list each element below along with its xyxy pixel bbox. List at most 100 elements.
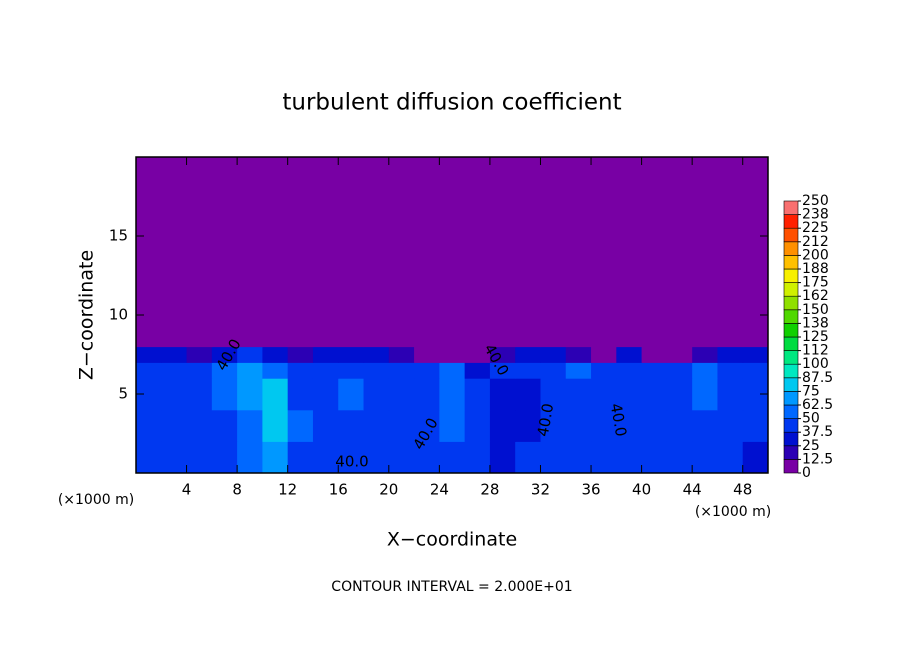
heatmap-cell bbox=[388, 362, 415, 379]
heatmap-cell bbox=[641, 157, 668, 348]
y-unit-label: (×1000 m) bbox=[58, 492, 134, 508]
heatmap-cell bbox=[565, 409, 592, 442]
heatmap-cell bbox=[237, 346, 263, 363]
heatmap-cell bbox=[641, 346, 668, 363]
heatmap-cell bbox=[414, 409, 440, 442]
heatmap-cell bbox=[262, 157, 289, 348]
heatmap-cell bbox=[540, 346, 567, 363]
x-tick-label: 28 bbox=[480, 481, 499, 499]
heatmap-cell bbox=[186, 346, 213, 363]
x-tick-label: 4 bbox=[182, 481, 192, 499]
heatmap-cell bbox=[540, 441, 567, 474]
heatmap-cell bbox=[515, 378, 541, 411]
heatmap-cell bbox=[641, 441, 668, 474]
heatmap-cell bbox=[692, 157, 718, 348]
heatmap-cell bbox=[287, 362, 314, 379]
heatmap-cell bbox=[717, 157, 744, 348]
heatmap-cell bbox=[211, 157, 238, 348]
heatmap-cell bbox=[641, 409, 668, 442]
colorbar-label: 188 bbox=[802, 261, 829, 277]
colorbar-swatch bbox=[783, 459, 799, 474]
heatmap-cell bbox=[414, 441, 440, 474]
contour-label: 40.0 bbox=[534, 402, 558, 438]
heatmap-cell bbox=[338, 378, 365, 411]
heatmap-cell bbox=[565, 157, 592, 348]
heatmap-cell bbox=[414, 346, 440, 363]
colorbar-label: 150 bbox=[802, 302, 829, 318]
heatmap-cell bbox=[161, 409, 188, 442]
heatmap-cell bbox=[262, 409, 289, 442]
colorbar-swatch bbox=[783, 255, 799, 270]
heatmap-cell bbox=[565, 362, 592, 379]
heatmap-cell bbox=[136, 409, 162, 442]
heatmap-cell bbox=[262, 362, 289, 379]
heatmap-cell bbox=[363, 378, 390, 411]
heatmap-cell bbox=[489, 157, 516, 348]
contour-label: 40.0 bbox=[607, 402, 631, 438]
heatmap-cell bbox=[312, 157, 339, 348]
heatmap-cell bbox=[338, 157, 365, 348]
chart-title: turbulent diffusion coefficient bbox=[282, 90, 621, 116]
colorbar-label: 50 bbox=[802, 411, 820, 427]
heatmap-cell bbox=[287, 346, 314, 363]
colorbar-label: 37.5 bbox=[802, 424, 833, 440]
heatmap-cell bbox=[717, 409, 744, 442]
heatmap-cell bbox=[565, 378, 592, 411]
y-tick-label: 5 bbox=[118, 385, 128, 403]
heatmap-cell bbox=[692, 378, 718, 411]
heatmap-cell bbox=[136, 346, 162, 363]
heatmap-cell bbox=[515, 409, 541, 442]
x-tick-label: 44 bbox=[683, 481, 702, 499]
footnote: CONTOUR INTERVAL = 2.000E+01 bbox=[331, 579, 572, 595]
heatmap-cell bbox=[186, 157, 213, 348]
heatmap-cell bbox=[666, 346, 693, 363]
heatmap-cell bbox=[591, 441, 617, 474]
heatmap-cell bbox=[616, 409, 643, 442]
heatmap-cell bbox=[338, 409, 365, 442]
heatmap-cell bbox=[312, 441, 339, 474]
colorbar-swatch bbox=[783, 214, 799, 229]
heatmap-cell bbox=[591, 409, 617, 442]
x-axis-label: X−coordinate bbox=[387, 529, 517, 551]
colorbar-label: 138 bbox=[802, 315, 829, 331]
heatmap-cell bbox=[616, 378, 643, 411]
heatmap-cell bbox=[312, 346, 339, 363]
x-tick-label: 8 bbox=[232, 481, 242, 499]
heatmap-cell bbox=[666, 441, 693, 474]
colorbar-label: 25 bbox=[802, 438, 820, 454]
heatmap-cell bbox=[692, 362, 718, 379]
colorbar-label: 112 bbox=[802, 343, 829, 359]
heatmap-cell bbox=[312, 378, 339, 411]
heatmap-cell bbox=[717, 362, 744, 379]
colorbar-swatch bbox=[783, 445, 799, 460]
colorbar-swatch bbox=[783, 227, 799, 243]
heatmap-cell bbox=[666, 362, 693, 379]
heatmap-cell bbox=[489, 362, 516, 379]
heatmap-cell bbox=[262, 378, 289, 411]
heatmap-cell bbox=[287, 409, 314, 442]
x-tick-label: 16 bbox=[329, 481, 348, 499]
colorbar-swatch bbox=[783, 309, 799, 324]
heatmap-cell bbox=[717, 378, 744, 411]
heatmap-cell bbox=[439, 157, 466, 348]
heatmap-cell bbox=[692, 441, 718, 474]
heatmap-cell bbox=[262, 346, 289, 363]
heatmap-cell bbox=[489, 441, 516, 474]
x-tick-label: 48 bbox=[733, 481, 752, 499]
colorbar-label: 225 bbox=[802, 220, 829, 236]
heatmap-cell bbox=[388, 409, 415, 442]
heatmap-cell bbox=[388, 346, 415, 363]
heatmap-cell bbox=[439, 362, 466, 379]
heatmap-cell bbox=[312, 362, 339, 379]
heatmap-cell bbox=[515, 157, 541, 348]
heatmap-cell bbox=[388, 441, 415, 474]
heatmap-cell bbox=[540, 362, 567, 379]
heatmap-cell bbox=[338, 362, 365, 379]
heatmap-cell bbox=[489, 378, 516, 411]
heatmap-cell bbox=[464, 346, 491, 363]
colorbar-label: 62.5 bbox=[802, 397, 833, 413]
colorbar-swatch bbox=[783, 350, 799, 365]
heatmap-cell bbox=[186, 409, 213, 442]
y-axis-label: Z−coordinate bbox=[76, 250, 98, 380]
